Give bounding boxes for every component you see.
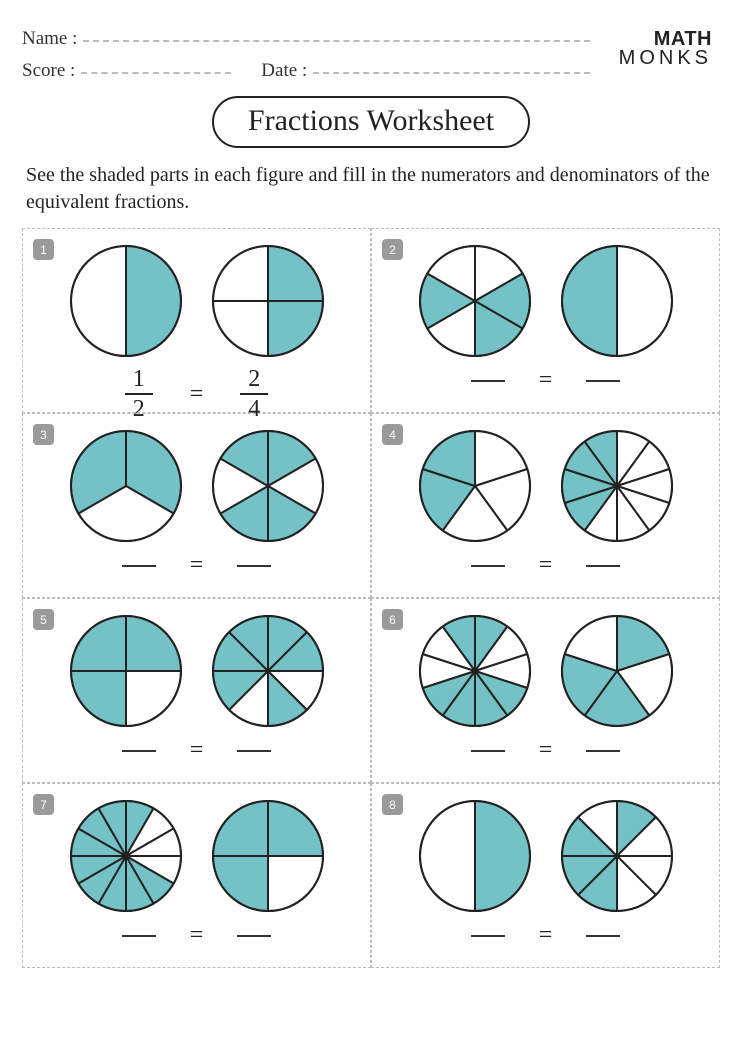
problem-number: 2	[382, 239, 403, 260]
answer-blank[interactable]	[122, 750, 156, 752]
name-label: Name :	[22, 28, 77, 50]
equals-sign: =	[190, 737, 204, 764]
problem-cell: 6=	[371, 598, 720, 783]
pie-icon	[68, 428, 184, 544]
pie-icon	[68, 243, 184, 359]
pie-row	[31, 428, 362, 544]
problems-grid: 112=242=3=4=5=6=7=8=	[22, 228, 720, 968]
problem-number: 4	[382, 424, 403, 445]
answer-blank[interactable]	[122, 935, 156, 937]
answer-blank[interactable]	[471, 565, 505, 567]
fraction-bar	[125, 393, 153, 395]
equals-sign: =	[539, 922, 553, 949]
problem-number: 1	[33, 239, 54, 260]
equals-sign: =	[539, 737, 553, 764]
problem-cell: 2=	[371, 228, 720, 413]
answer-row: =	[380, 367, 711, 394]
pie-row	[31, 798, 362, 914]
problem-cell: 8=	[371, 783, 720, 968]
pie-row	[380, 798, 711, 914]
pie-row	[380, 428, 711, 544]
score-label: Score :	[22, 60, 75, 82]
problem-number: 5	[33, 609, 54, 630]
pie-icon	[417, 613, 533, 729]
answer-blank[interactable]	[471, 380, 505, 382]
pie-icon	[210, 798, 326, 914]
pie-icon	[417, 798, 533, 914]
logo: MATH MONKS	[619, 30, 712, 68]
pie-icon	[210, 243, 326, 359]
date-label: Date :	[261, 60, 307, 82]
answer-blank[interactable]	[471, 750, 505, 752]
equals-sign: =	[190, 552, 204, 579]
answer-blank[interactable]	[471, 935, 505, 937]
name-field[interactable]	[83, 40, 590, 42]
answer-row: =	[31, 737, 362, 764]
pie-icon	[68, 613, 184, 729]
fraction-bar	[240, 393, 268, 395]
pie-row	[380, 243, 711, 359]
pie-row	[380, 613, 711, 729]
worksheet-title: Fractions Worksheet	[212, 96, 530, 148]
pie-icon	[417, 243, 533, 359]
pie-icon	[559, 798, 675, 914]
problem-cell: 4=	[371, 413, 720, 598]
pie-icon	[210, 428, 326, 544]
pie-icon	[559, 613, 675, 729]
problem-cell: 112=24	[22, 228, 371, 413]
answer-blank[interactable]	[237, 750, 271, 752]
answer-row: =	[380, 922, 711, 949]
answer-blank[interactable]	[586, 380, 620, 382]
date-field[interactable]	[313, 72, 590, 74]
answer-row: =	[380, 737, 711, 764]
answer-row: =	[380, 552, 711, 579]
pie-row	[31, 613, 362, 729]
score-field[interactable]	[81, 72, 231, 74]
numerator: 1	[133, 367, 145, 391]
answer-blank[interactable]	[237, 565, 271, 567]
answer-blank[interactable]	[586, 565, 620, 567]
equals-sign: =	[539, 552, 553, 579]
answer-blank[interactable]	[586, 935, 620, 937]
problem-number: 6	[382, 609, 403, 630]
problem-cell: 5=	[22, 598, 371, 783]
equals-sign: =	[190, 381, 204, 408]
pie-icon	[559, 428, 675, 544]
numerator: 2	[248, 367, 260, 391]
answer-blank[interactable]	[237, 935, 271, 937]
pie-icon	[559, 243, 675, 359]
logo-line2: MONKS	[619, 49, 712, 68]
pie-icon	[417, 428, 533, 544]
problem-number: 7	[33, 794, 54, 815]
equals-sign: =	[539, 367, 553, 394]
answer-blank[interactable]	[122, 565, 156, 567]
answer-row: =	[31, 922, 362, 949]
problem-number: 8	[382, 794, 403, 815]
problem-number: 3	[33, 424, 54, 445]
equals-sign: =	[190, 922, 204, 949]
pie-icon	[210, 613, 326, 729]
pie-row	[31, 243, 362, 359]
problem-cell: 7=	[22, 783, 371, 968]
instructions: See the shaded parts in each figure and …	[26, 162, 716, 216]
problem-cell: 3=	[22, 413, 371, 598]
pie-icon	[68, 798, 184, 914]
answer-row: =	[31, 552, 362, 579]
answer-blank[interactable]	[586, 750, 620, 752]
